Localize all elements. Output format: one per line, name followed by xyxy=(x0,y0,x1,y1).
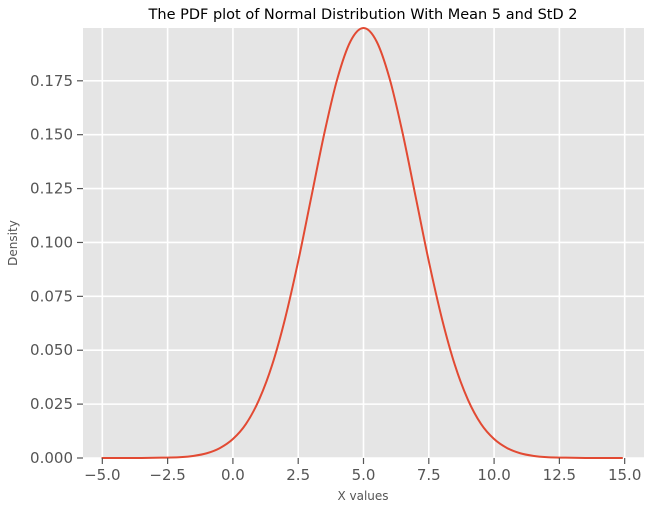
y-axis-label: Density xyxy=(6,220,20,266)
y-tick-label: 0.125 xyxy=(30,180,73,198)
x-tick-label: 0.0 xyxy=(221,466,245,484)
chart-title: The PDF plot of Normal Distribution With… xyxy=(148,7,578,23)
series-layer xyxy=(101,27,624,460)
x-tick-label: −2.5 xyxy=(149,466,185,484)
x-tick-label: 15.0 xyxy=(608,466,641,484)
x-tick-label: 7.5 xyxy=(417,466,441,484)
y-tick-label: 0.075 xyxy=(30,287,73,305)
x-tick-label: 2.5 xyxy=(286,466,310,484)
x-axis-label: X values xyxy=(337,489,388,503)
x-tick-label: 12.5 xyxy=(543,466,576,484)
x-tick-label: −5.0 xyxy=(84,466,120,484)
y-tick-label: 0.150 xyxy=(30,126,73,144)
tick-layer: −5.0 −2.5 0.0 2.5 5.0 7.5 10.0 12.5 15.0 0.000 0.0… xyxy=(30,72,641,484)
y-tick-label: 0.100 xyxy=(30,233,73,251)
grid-layer xyxy=(83,28,644,459)
x-tick-label: 5.0 xyxy=(352,466,376,484)
y-tick-label: 0.025 xyxy=(30,395,73,413)
x-tick-label: 10.0 xyxy=(477,466,510,484)
y-tick-label: 0.175 xyxy=(30,72,73,90)
y-tick-label: 0.050 xyxy=(30,341,73,359)
y-tick-label: 0.000 xyxy=(30,449,73,467)
pdf-curve-line xyxy=(101,27,624,460)
